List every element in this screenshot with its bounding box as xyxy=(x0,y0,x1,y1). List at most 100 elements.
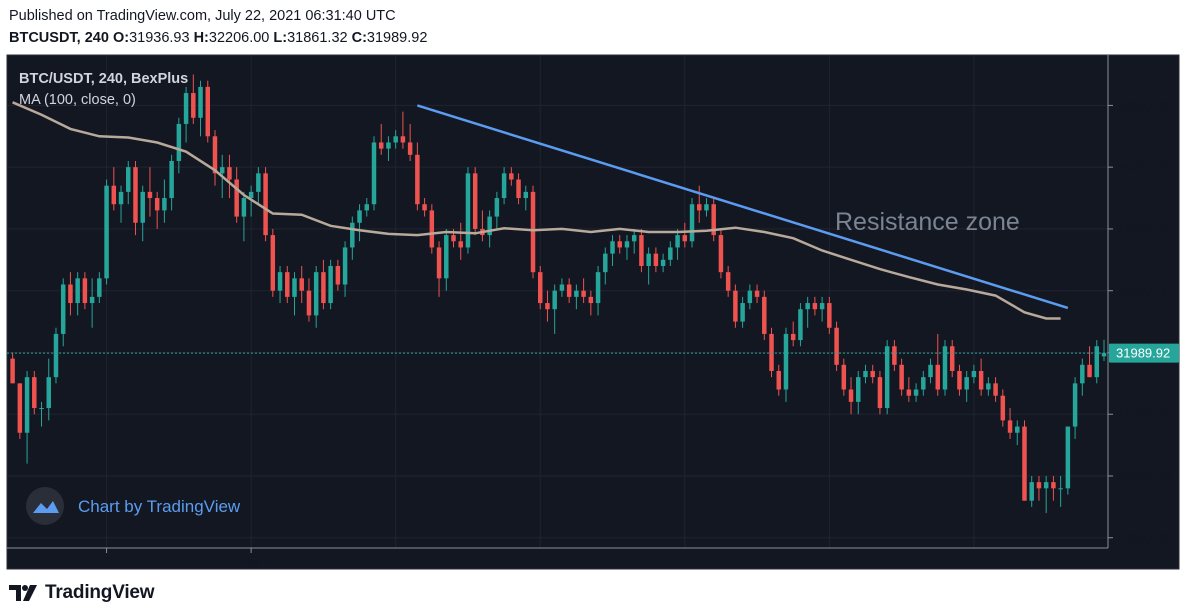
candle-body xyxy=(783,333,789,390)
candle-body xyxy=(993,383,998,396)
candle-body xyxy=(328,265,333,304)
candle-body xyxy=(46,377,51,409)
legend-indicator: MA (100, close, 0) xyxy=(19,92,136,108)
candle-body xyxy=(407,142,413,155)
candle-body xyxy=(610,241,615,254)
candle-body xyxy=(711,204,716,236)
candle-body xyxy=(805,303,810,310)
time-tick-label: 28 xyxy=(99,554,113,569)
candle-body xyxy=(624,241,630,248)
low-label: L: xyxy=(273,30,288,46)
candle-body xyxy=(892,346,897,365)
candle-body xyxy=(89,296,95,304)
candle-body xyxy=(400,136,406,143)
candle-body xyxy=(617,241,622,248)
candle-body xyxy=(465,173,471,248)
time-tick-label: Jul xyxy=(242,554,261,569)
candle-body xyxy=(378,142,384,149)
candle-body xyxy=(53,333,59,378)
svg-text:31989.92: 31989.92 xyxy=(1116,346,1170,361)
candle-body xyxy=(646,253,651,266)
candle-body xyxy=(653,253,659,266)
candle-body xyxy=(1065,426,1071,489)
candle-body xyxy=(733,290,738,322)
candle-body xyxy=(205,86,211,137)
candle-body xyxy=(75,278,80,304)
candle-body xyxy=(978,370,984,390)
candle-body xyxy=(848,389,854,402)
candle-body xyxy=(537,272,543,304)
candle-body xyxy=(675,235,680,248)
candle-body xyxy=(313,272,319,316)
candle-body xyxy=(921,377,926,390)
candle-body xyxy=(176,123,182,161)
candle-body xyxy=(126,167,131,192)
candle-body xyxy=(559,284,565,291)
candle-body xyxy=(884,346,890,409)
candle-body xyxy=(321,272,326,304)
candle-body xyxy=(856,377,861,402)
candle-body xyxy=(386,142,391,149)
candle-body xyxy=(790,333,796,341)
candle-body xyxy=(1036,482,1042,489)
candle-body xyxy=(1094,346,1100,378)
open-label: O: xyxy=(112,30,130,46)
price-tick-label: 33000.00 xyxy=(1116,284,1170,299)
candle-body xyxy=(422,204,427,211)
candle-body xyxy=(371,142,377,205)
time-axis[interactable]: 28 Jul xyxy=(99,548,261,569)
candle-body xyxy=(942,346,948,390)
candle-body xyxy=(509,173,514,180)
candle-body xyxy=(415,154,420,205)
candle-body xyxy=(350,222,355,248)
candle-body xyxy=(913,389,919,396)
candle-body xyxy=(718,235,724,273)
candle-body xyxy=(285,272,290,297)
candle-body xyxy=(668,247,673,260)
candle-body xyxy=(256,173,261,192)
candle-body xyxy=(530,191,536,273)
watermark-text: Chart by TradingView xyxy=(78,497,241,516)
footer-brand[interactable]: TradingView xyxy=(9,582,155,604)
candle-body xyxy=(219,167,225,174)
candle-body xyxy=(183,93,189,124)
candle-body xyxy=(841,364,847,390)
price-tick-label: 31000.00 xyxy=(1116,407,1170,422)
candle-body xyxy=(870,370,875,378)
candle-body xyxy=(1051,482,1056,489)
candle-body xyxy=(581,290,586,297)
candle-body xyxy=(704,204,709,211)
candle-body xyxy=(147,191,153,199)
candle-body xyxy=(762,296,767,334)
high-value: 32206.00 xyxy=(208,30,270,46)
price-tick-label: 29000.00 xyxy=(1116,531,1170,546)
price-tick-label: 36000.00 xyxy=(1116,98,1170,113)
candle-body xyxy=(140,191,145,223)
candle-body xyxy=(819,303,825,310)
candle-body xyxy=(1043,482,1049,489)
candle-body xyxy=(118,191,124,205)
candle-body xyxy=(277,272,283,291)
candle-body xyxy=(574,290,579,297)
candle-body xyxy=(39,408,44,410)
candle-body xyxy=(472,173,478,229)
candle-body xyxy=(292,278,297,297)
candle-body xyxy=(1007,420,1013,433)
candle-body xyxy=(1029,482,1034,501)
price-tick-label: 35000.00 xyxy=(1116,160,1170,175)
candle-body xyxy=(906,389,912,396)
candle-body xyxy=(248,191,254,199)
candle-body xyxy=(241,198,247,217)
candle-body xyxy=(971,370,977,378)
last-price-label: 31989.92 xyxy=(1109,343,1179,363)
resistance-trendline[interactable] xyxy=(416,104,1069,310)
candle-body xyxy=(263,173,268,236)
candle-body xyxy=(660,259,666,266)
candle-body xyxy=(798,309,803,341)
chart-frame xyxy=(6,54,1180,570)
candle-body xyxy=(957,370,962,390)
candle-body xyxy=(754,290,760,297)
candle-body xyxy=(299,278,304,291)
candle-body xyxy=(523,191,529,199)
